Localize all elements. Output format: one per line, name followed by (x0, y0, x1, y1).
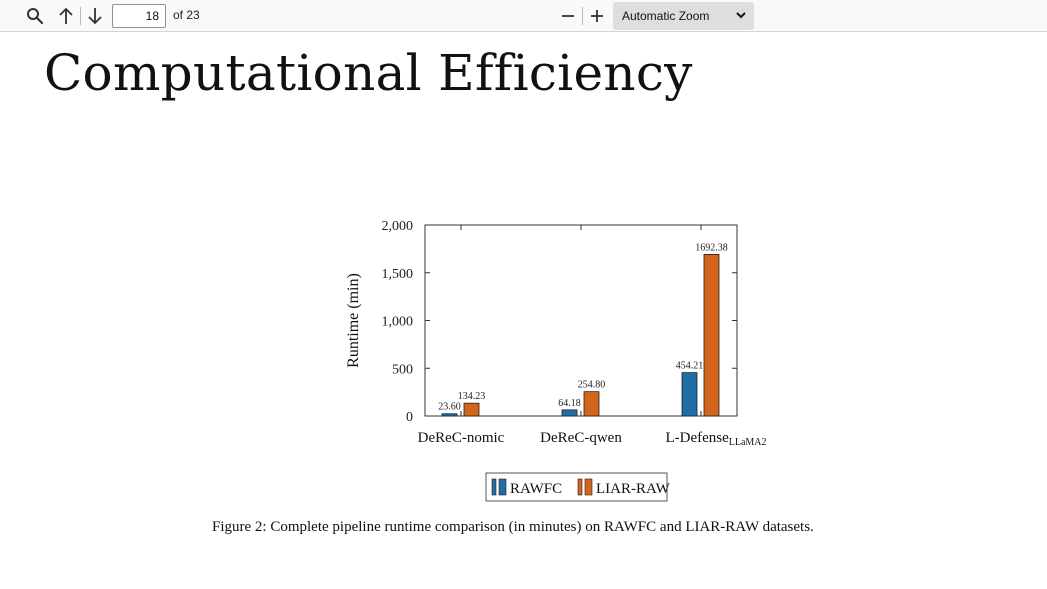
zoom-select[interactable]: Automatic Zoom (613, 2, 754, 30)
y-axis-label: Runtime (min) (345, 273, 362, 368)
legend-swatch (584, 478, 593, 496)
page-number-input[interactable] (112, 4, 166, 28)
bar-rawfc (681, 372, 698, 417)
arrow-up-icon (59, 7, 73, 24)
legend-label: LIAR-RAW (596, 481, 671, 497)
zoom-select-value: Automatic Zoom (622, 9, 710, 23)
data-label: 454.21 (676, 361, 704, 372)
legend-label: RAWFC (510, 481, 562, 497)
previous-page-button[interactable] (53, 3, 79, 29)
data-label: 254.80 (578, 380, 606, 391)
figure-caption: Figure 2: Complete pipeline runtime comp… (212, 519, 814, 535)
legend-swatch (577, 478, 583, 496)
search-icon (27, 8, 44, 25)
x-tick-label: DeReC-qwen (540, 430, 622, 446)
x-tick-label: L-DefenseLLaMA2 (665, 430, 766, 448)
minus-icon (562, 15, 574, 17)
y-tick-label: 2,000 (382, 219, 414, 234)
slide-title: Computational Efficiency (44, 44, 693, 102)
x-tick-label-subscript: LLaMA2 (729, 437, 767, 448)
y-tick-label: 500 (392, 362, 413, 377)
y-tick-label: 1,500 (382, 267, 414, 282)
next-page-button[interactable] (82, 3, 108, 29)
legend-swatch (491, 478, 497, 496)
data-label: 134.23 (458, 391, 486, 402)
legend-swatch (498, 478, 507, 496)
page-count: of 23 (173, 8, 200, 22)
plus-icon (591, 10, 603, 22)
bar-liar-raw (583, 391, 600, 417)
toolbar-separator (80, 7, 81, 25)
zoom-out-button[interactable] (555, 3, 581, 29)
x-tick-label: DeReC-nomic (418, 430, 505, 446)
bar-rawfc (441, 413, 458, 417)
data-label: 64.18 (558, 398, 581, 409)
arrow-down-icon (88, 8, 102, 25)
chevron-down-icon (736, 12, 746, 19)
y-tick-label: 0 (406, 410, 413, 425)
y-tick-label: 1,000 (382, 315, 414, 330)
bar-liar-raw (463, 402, 480, 417)
search-button[interactable] (22, 3, 48, 29)
toolbar-separator (582, 7, 583, 25)
legend-box (485, 472, 668, 502)
data-label: 23.60 (438, 402, 461, 413)
pdf-toolbar: of 23 Automatic Zoom (0, 0, 1047, 32)
data-label: 1692.38 (695, 242, 728, 253)
bar-liar-raw (703, 253, 720, 417)
bar-rawfc (561, 409, 578, 417)
zoom-in-button[interactable] (584, 3, 610, 29)
